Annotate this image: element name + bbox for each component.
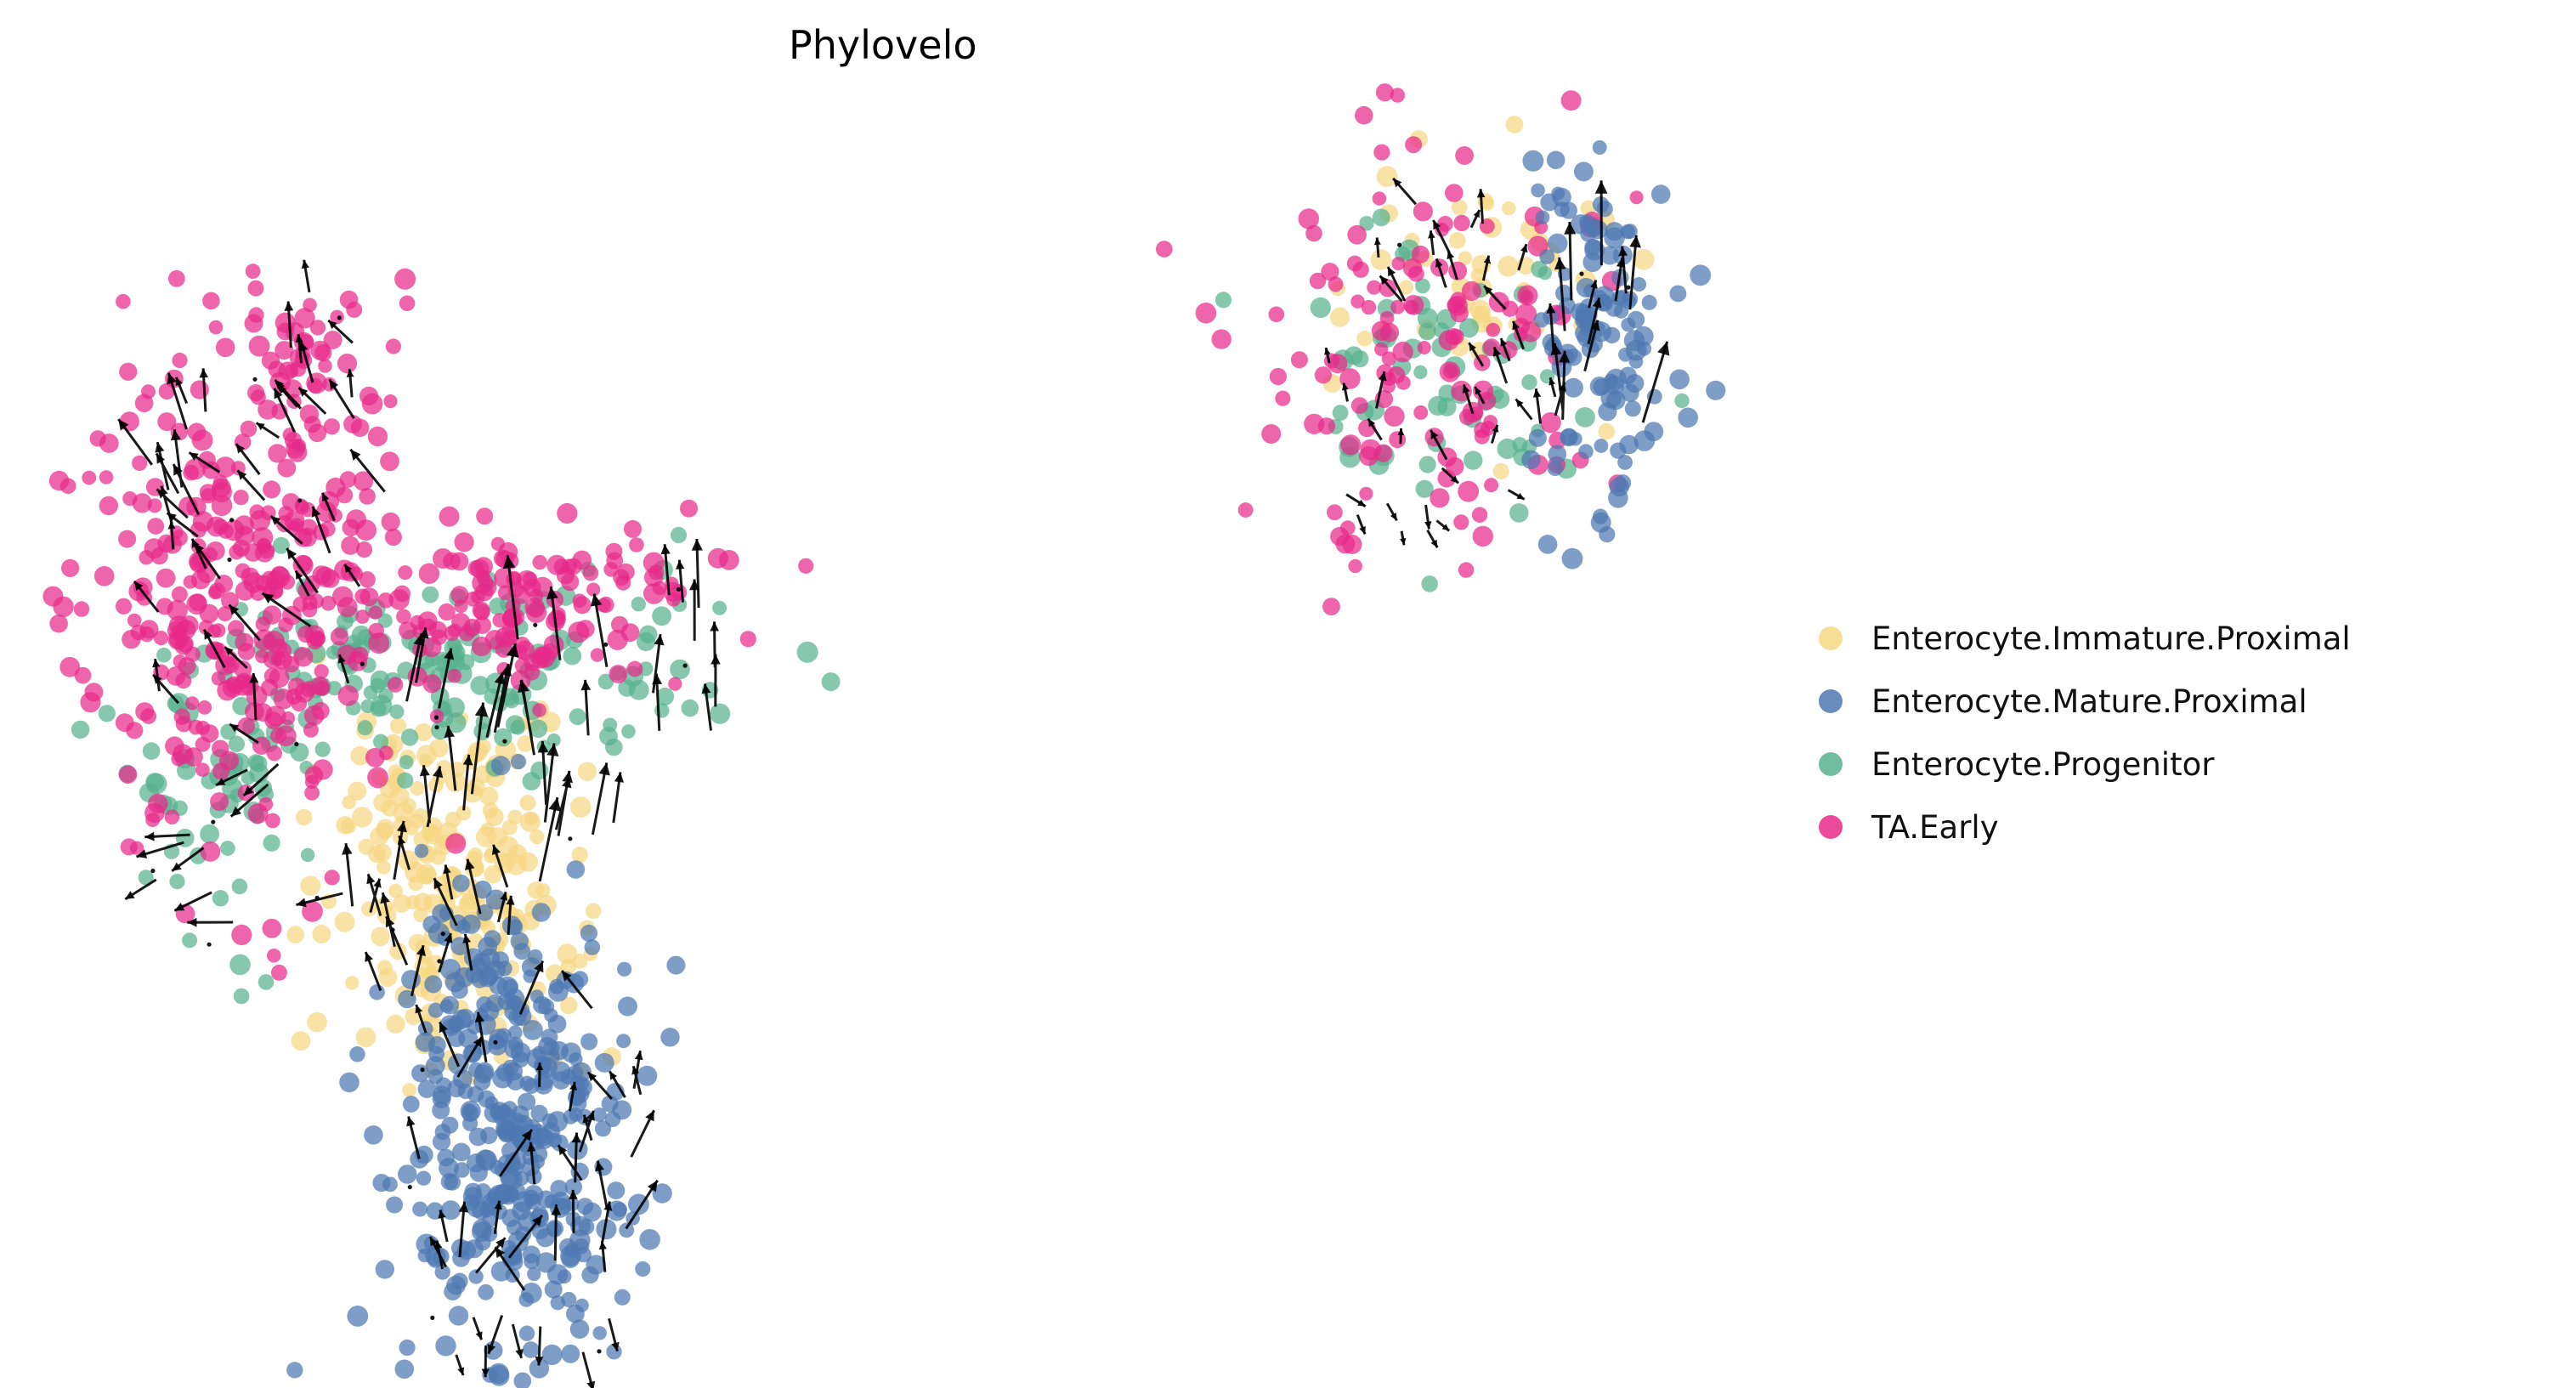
legend-label: TA.Early bbox=[1871, 808, 1999, 846]
legend-swatch-icon bbox=[1819, 752, 1843, 776]
legend-item: Enterocyte.Immature.Proximal bbox=[1819, 607, 2351, 670]
series-ta-early bbox=[42, 83, 1644, 981]
legend-swatch-icon bbox=[1819, 626, 1843, 650]
legend: Enterocyte.Immature.Proximal Enterocyte.M… bbox=[1819, 607, 2351, 858]
chart-title: Phylovelo bbox=[789, 22, 977, 68]
legend-swatch-icon bbox=[1819, 689, 1843, 713]
legend-label: Enterocyte.Immature.Proximal bbox=[1871, 620, 2351, 657]
legend-item: TA.Early bbox=[1819, 796, 2351, 858]
legend-label: Enterocyte.Mature.Proximal bbox=[1871, 683, 2307, 720]
legend-swatch-icon bbox=[1819, 815, 1843, 839]
arrow-shafts bbox=[117, 177, 1669, 1388]
legend-label: Enterocyte.Progenitor bbox=[1871, 745, 2215, 783]
velocity-arrows bbox=[117, 177, 1670, 1388]
legend-item: Enterocyte.Mature.Proximal bbox=[1819, 670, 2351, 733]
legend-item: Enterocyte.Progenitor bbox=[1819, 733, 2351, 796]
